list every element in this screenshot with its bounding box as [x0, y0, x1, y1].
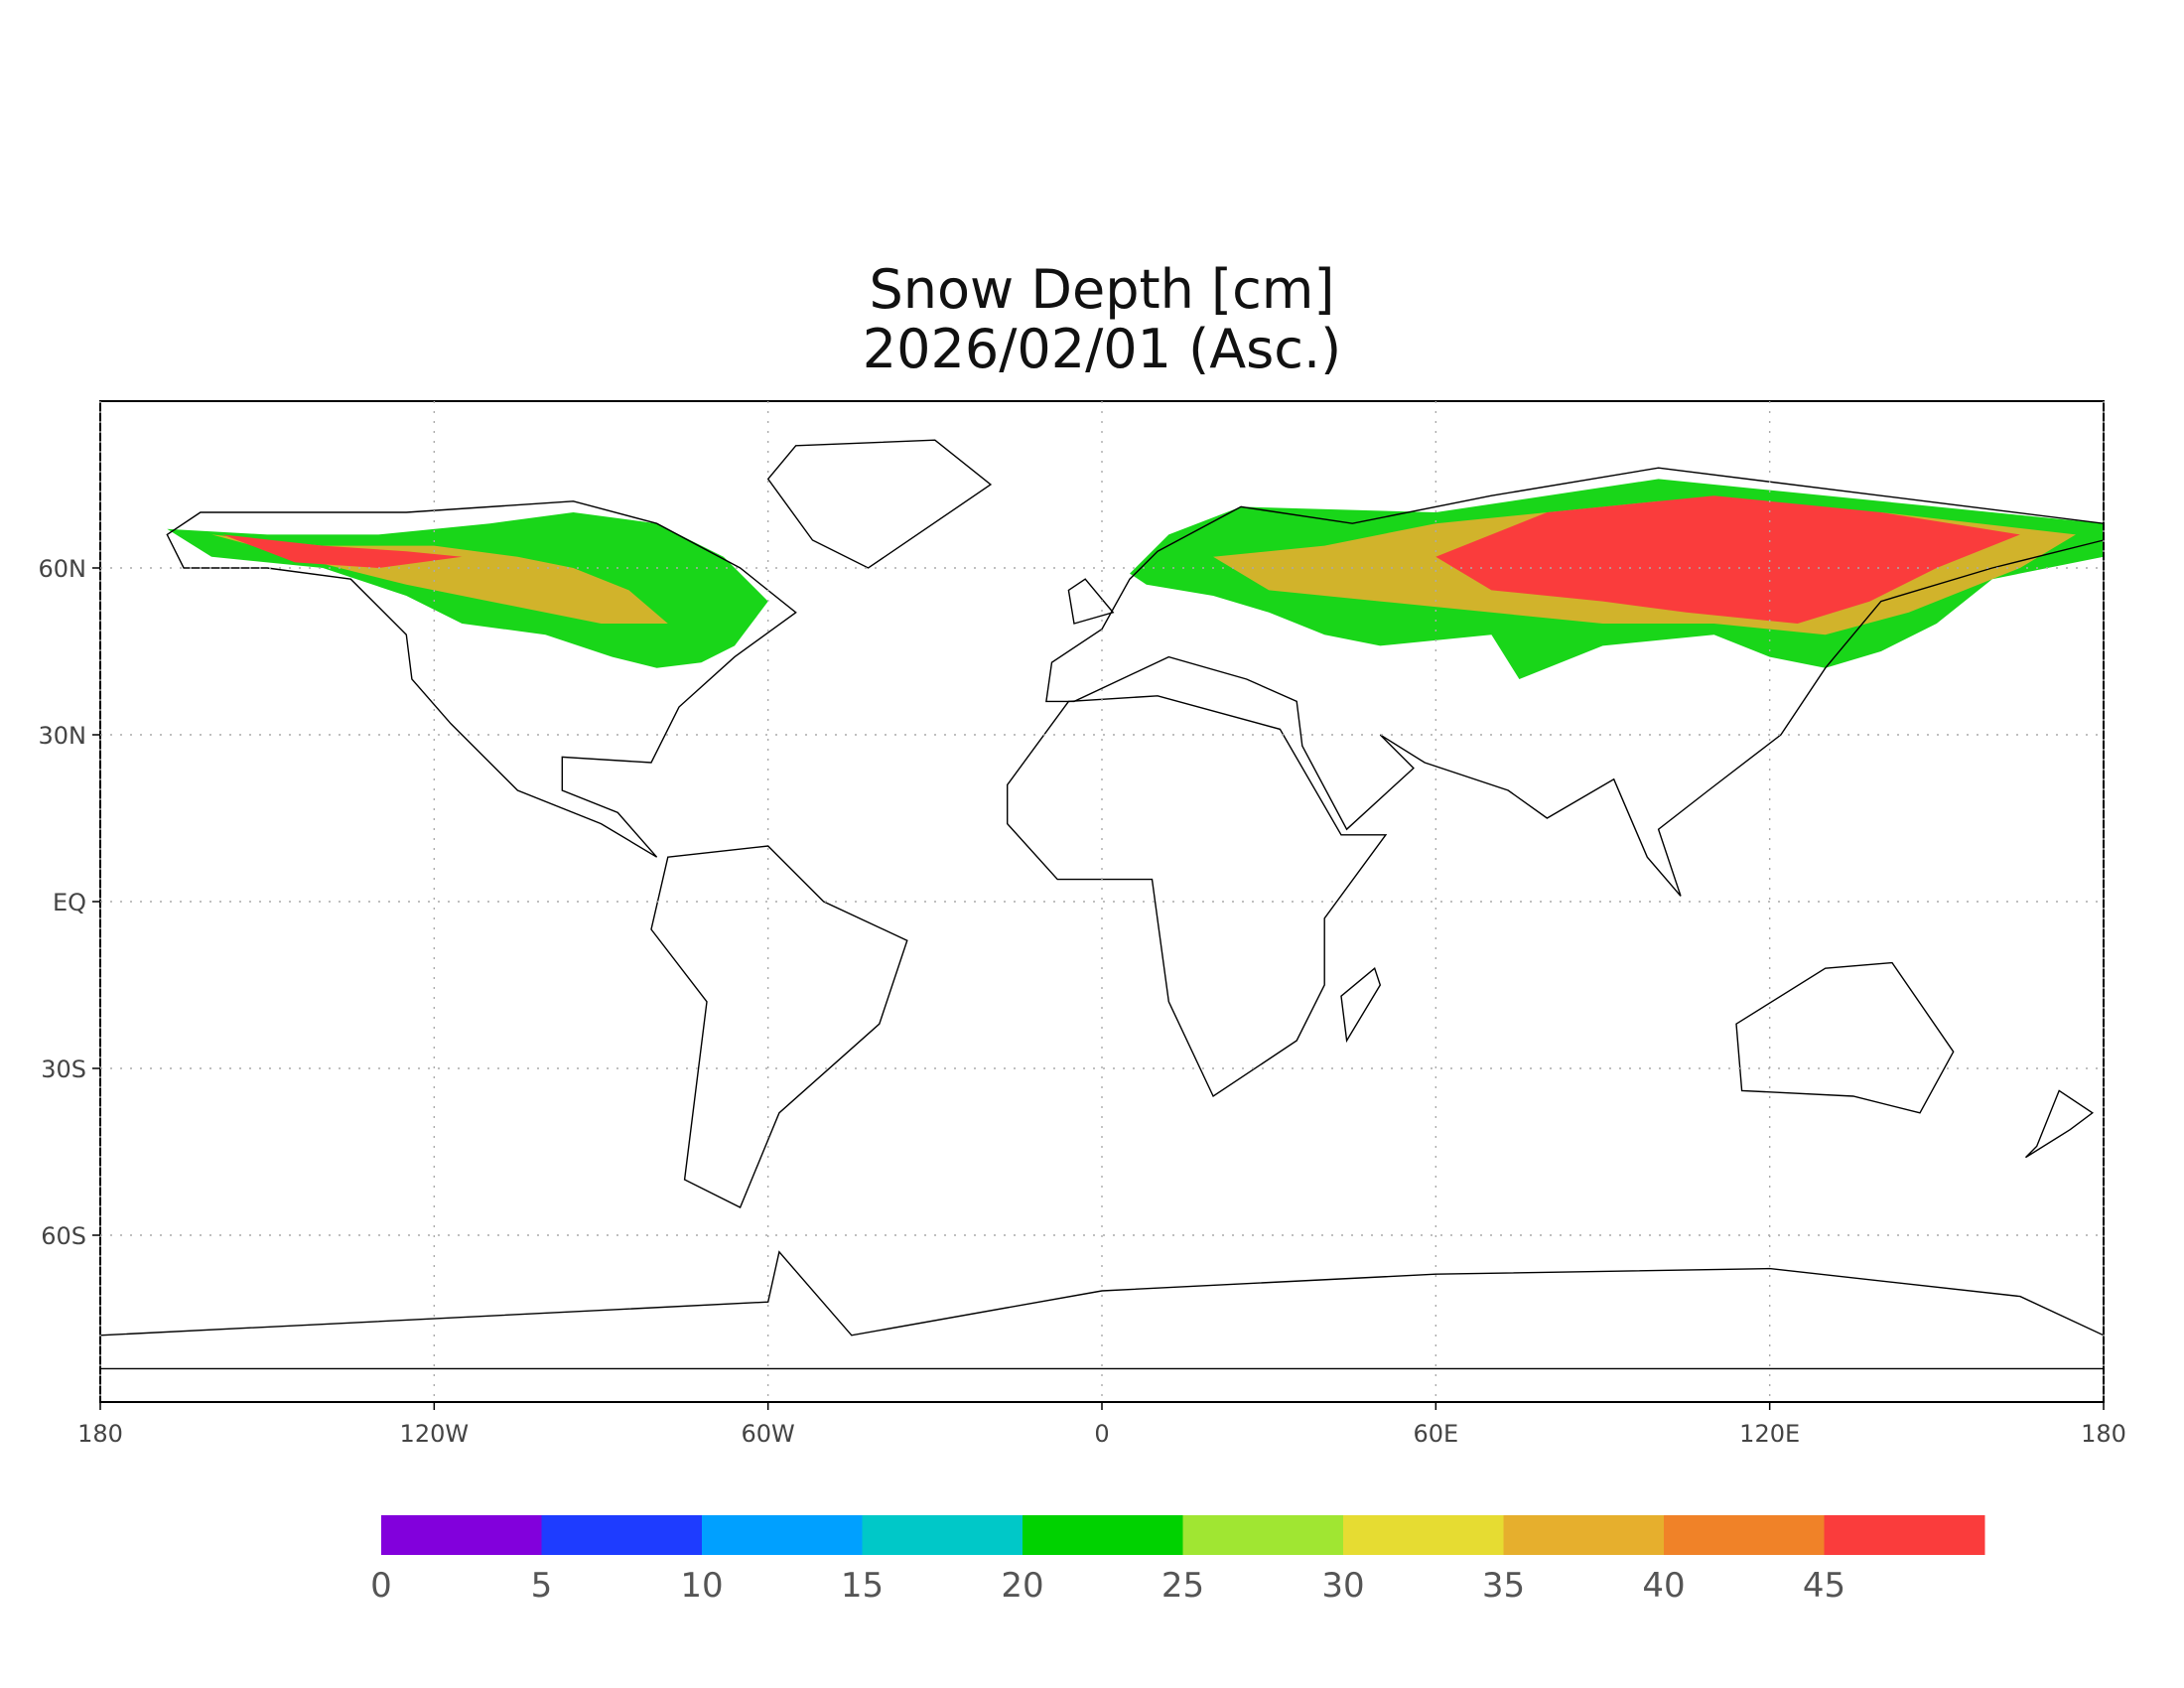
- colorbar-label: 5: [531, 1566, 553, 1606]
- colorbar-swatch: [381, 1515, 542, 1555]
- snow-cover: [222, 534, 463, 568]
- coastline: [1067, 578, 1115, 625]
- colorbar-swatch: [1824, 1515, 1985, 1555]
- snow-cover: [1435, 495, 2020, 624]
- y-tick-label: 30S: [41, 1055, 86, 1083]
- colorbar-label: 45: [1803, 1566, 1845, 1606]
- colorbar-label: 10: [680, 1566, 723, 1606]
- subtitle: 2026/02/01 (Asc.): [863, 318, 1341, 380]
- colorbar-label: 35: [1482, 1566, 1525, 1606]
- coastline: [1340, 967, 1382, 1044]
- colorbar-label: 0: [370, 1566, 392, 1606]
- x-tick-label: 60W: [742, 1420, 795, 1448]
- coastline: [1735, 961, 1955, 1114]
- coastline: [1007, 695, 1388, 1098]
- y-tick-label: 60S: [41, 1222, 86, 1250]
- colorbar-label: 15: [841, 1566, 884, 1606]
- coastline: [2025, 1089, 2095, 1159]
- colorbar-label: 25: [1161, 1566, 1204, 1606]
- coastline: [766, 439, 993, 569]
- y-tick-label: EQ: [53, 889, 86, 916]
- x-tick-label: 120W: [400, 1420, 470, 1448]
- colorbar-swatch: [862, 1515, 1024, 1555]
- colorbar-swatch: [1503, 1515, 1665, 1555]
- coastline: [650, 845, 908, 1208]
- colorbar-swatch: [1023, 1515, 1183, 1555]
- colorbar-label: 40: [1642, 1566, 1685, 1606]
- colorbar-swatch: [1343, 1515, 1504, 1555]
- y-tick-label: 30N: [39, 722, 87, 750]
- title: Snow Depth [cm]: [870, 258, 1335, 321]
- x-tick-label: 180: [77, 1420, 123, 1448]
- colorbar-swatch: [541, 1515, 703, 1555]
- coastline: [1045, 467, 2105, 897]
- coastline: [166, 500, 797, 858]
- x-tick-label: 60E: [1413, 1420, 1458, 1448]
- colorbar-swatch: [1664, 1515, 1825, 1555]
- y-tick-label: 60N: [39, 555, 87, 583]
- x-tick-label: 180: [2081, 1420, 2126, 1448]
- x-tick-label: 0: [1094, 1420, 1109, 1448]
- colorbar-swatch: [1182, 1515, 1344, 1555]
- map-layer: [99, 439, 2105, 1370]
- x-tick-label: 120E: [1739, 1420, 1800, 1448]
- colorbar-label: 30: [1321, 1566, 1364, 1606]
- colorbar-swatch: [702, 1515, 863, 1555]
- colorbar-label: 20: [1001, 1566, 1043, 1606]
